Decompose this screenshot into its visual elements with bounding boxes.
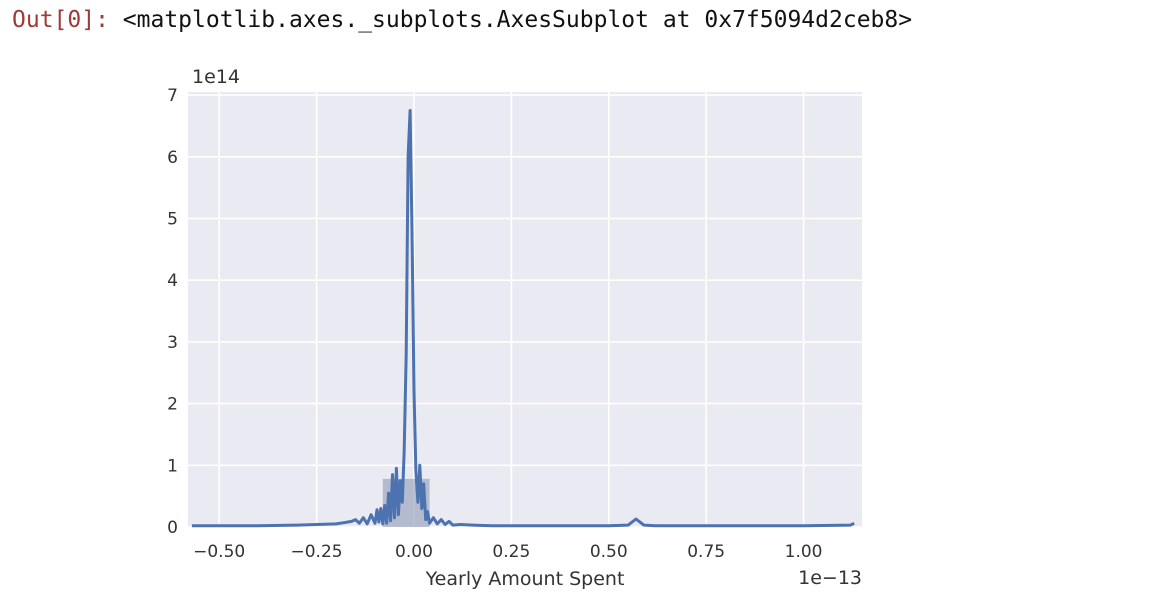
output-line: Out[0]: <matplotlib.axes._subplots.AxesS…	[12, 4, 912, 36]
x-offset-label: 1e−13	[798, 567, 862, 589]
axes-background	[188, 92, 862, 527]
y-tick-label: 1	[167, 456, 178, 476]
y-tick-label: 6	[167, 148, 178, 168]
x-tick-label: −0.25	[291, 542, 343, 562]
tick-labels: −0.50 −0.25 0.00 0.25 0.50 0.75 1.00 0 1 2 3 4 5 6 7	[167, 86, 822, 562]
output-prompt: Out[0]:	[12, 7, 109, 33]
output-repr: <matplotlib.axes._subplots.AxesSubplot a…	[122, 7, 913, 33]
y-tick-label: 7	[167, 86, 178, 106]
x-tick-label: 0.50	[590, 542, 628, 562]
kde-series	[191, 109, 855, 528]
x-tick-label: 0.00	[395, 542, 433, 562]
x-tick-label: 1.00	[785, 542, 823, 562]
kde-line	[191, 109, 855, 528]
y-tick-label: 3	[167, 333, 178, 353]
y-tick-label: 2	[167, 395, 178, 415]
x-tick-label: 0.25	[492, 542, 530, 562]
y-tick-label: 0	[167, 518, 178, 538]
x-tick-label: −0.50	[193, 542, 245, 562]
y-tick-label: 4	[167, 271, 178, 291]
x-axis-label: Yearly Amount Spent	[425, 568, 625, 590]
y-offset-label: 1e14	[192, 66, 240, 88]
x-tick-label: 0.75	[687, 542, 725, 562]
y-tick-label: 5	[167, 209, 178, 229]
